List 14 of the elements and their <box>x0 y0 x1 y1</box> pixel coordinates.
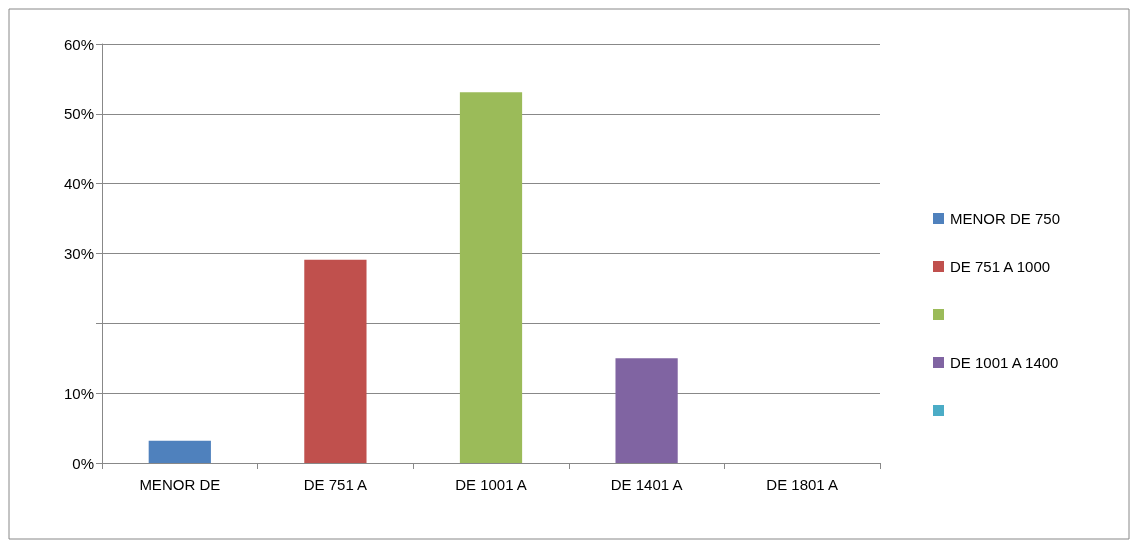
y-tick-label: 40% <box>63 175 94 193</box>
legend-label: MENOR DE 750 <box>950 210 1061 227</box>
x-tick-label: DE 1001 A <box>455 476 527 493</box>
y-tick-label: 10% <box>63 384 94 402</box>
x-tick-label: MENOR DE <box>139 476 221 493</box>
x-tick-label: DE 1801 A <box>766 476 839 493</box>
y-tick-label: 30% <box>63 245 94 262</box>
x-tick-label: DE 751 A <box>303 476 368 493</box>
y-tick-label: 60% <box>63 35 94 53</box>
y-tick-label: 0% <box>72 454 94 472</box>
x-tick-label: DE 1401 A <box>610 476 683 493</box>
y-tick-label: 50% <box>63 105 94 123</box>
legend-label: DE 1001 A 1400 <box>950 354 1059 371</box>
legend-label: DE 751 A 1000 <box>950 258 1051 275</box>
